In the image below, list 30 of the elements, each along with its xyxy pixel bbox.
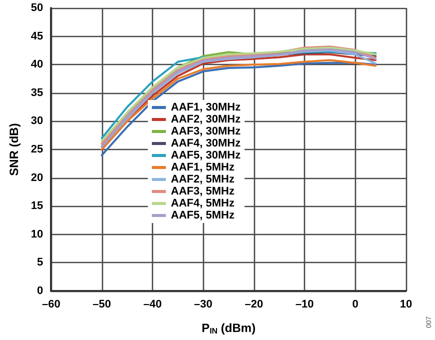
x-tick-label: –50	[92, 298, 112, 310]
x-tick-label: –30	[194, 298, 212, 310]
y-tick-label: 15	[30, 200, 44, 212]
y-tick-label: 20	[30, 172, 44, 184]
legend-label: AAF1, 5MHz	[170, 162, 235, 174]
y-tick-label: 45	[30, 30, 44, 42]
legend-label: AAF2, 5MHz	[170, 174, 235, 186]
y-tick-label: 50	[30, 2, 44, 14]
legend-label: AAF2, 30MHz	[170, 114, 242, 126]
y-tick-label: 5	[37, 256, 44, 269]
legend-label: AAF4, 30MHz	[170, 138, 242, 150]
y-tick-label: 40	[30, 58, 44, 71]
x-tick-label: –10	[295, 298, 314, 310]
legend-label: AAF5, 30MHz	[170, 150, 242, 162]
y-tick-label: 10	[30, 228, 44, 240]
x-tick-label: 10	[400, 298, 412, 310]
x-tick-label: –60	[42, 298, 60, 310]
legend-label: AAF5, 5MHz	[170, 210, 235, 222]
x-tick-label: –40	[143, 298, 162, 310]
legend-label: AAF3, 30MHz	[170, 126, 242, 138]
y-tick-label: 0	[37, 285, 44, 297]
y-tick-label: 30	[30, 115, 44, 128]
legend-label: AAF4, 5MHz	[170, 198, 235, 210]
legend-label: AAF1, 30MHz	[170, 102, 242, 114]
x-tick-label: –20	[244, 298, 264, 310]
y-tick-label: 25	[30, 144, 44, 156]
legend-label: AAF3, 5MHz	[170, 186, 235, 198]
y-tick-label: 35	[30, 86, 44, 99]
x-tick-label: 0	[352, 298, 358, 310]
y-axis-title: SNR (dB)	[7, 123, 21, 176]
